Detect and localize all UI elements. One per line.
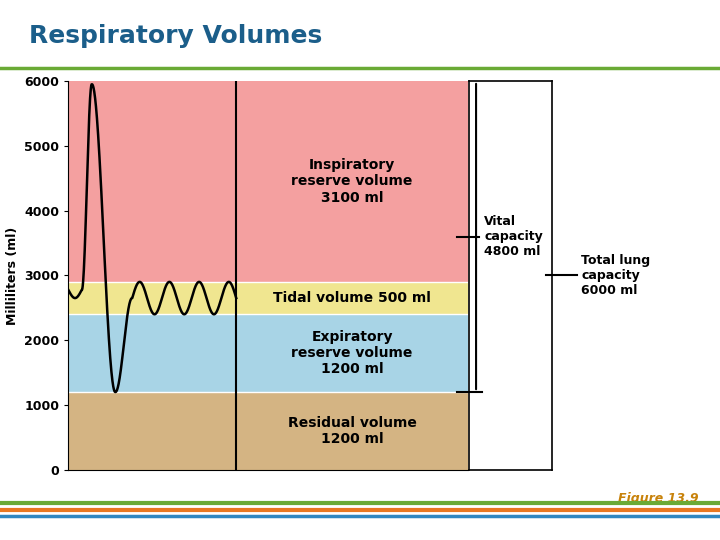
- Text: Copyright © 2009 Pearson Education, Inc.,  publishing as Benjamin Cummings: Copyright © 2009 Pearson Education, Inc.…: [210, 526, 510, 535]
- Text: Residual volume
1200 ml: Residual volume 1200 ml: [288, 416, 417, 446]
- Text: Inspiratory
reserve volume
3100 ml: Inspiratory reserve volume 3100 ml: [292, 158, 413, 205]
- Text: Expiratory
reserve volume
1200 ml: Expiratory reserve volume 1200 ml: [292, 330, 413, 376]
- Text: Vital
capacity
4800 ml: Vital capacity 4800 ml: [485, 215, 543, 258]
- Text: Respiratory Volumes: Respiratory Volumes: [29, 24, 322, 48]
- Text: Total lung
capacity
6000 ml: Total lung capacity 6000 ml: [581, 254, 650, 297]
- Text: Tidal volume 500 ml: Tidal volume 500 ml: [273, 291, 431, 305]
- Text: Figure 13.9: Figure 13.9: [618, 492, 698, 505]
- Y-axis label: Milliliters (ml): Milliliters (ml): [6, 226, 19, 325]
- Bar: [68, 392, 468, 470]
- Bar: [68, 282, 468, 314]
- Bar: [68, 81, 468, 282]
- Bar: [68, 314, 468, 392]
